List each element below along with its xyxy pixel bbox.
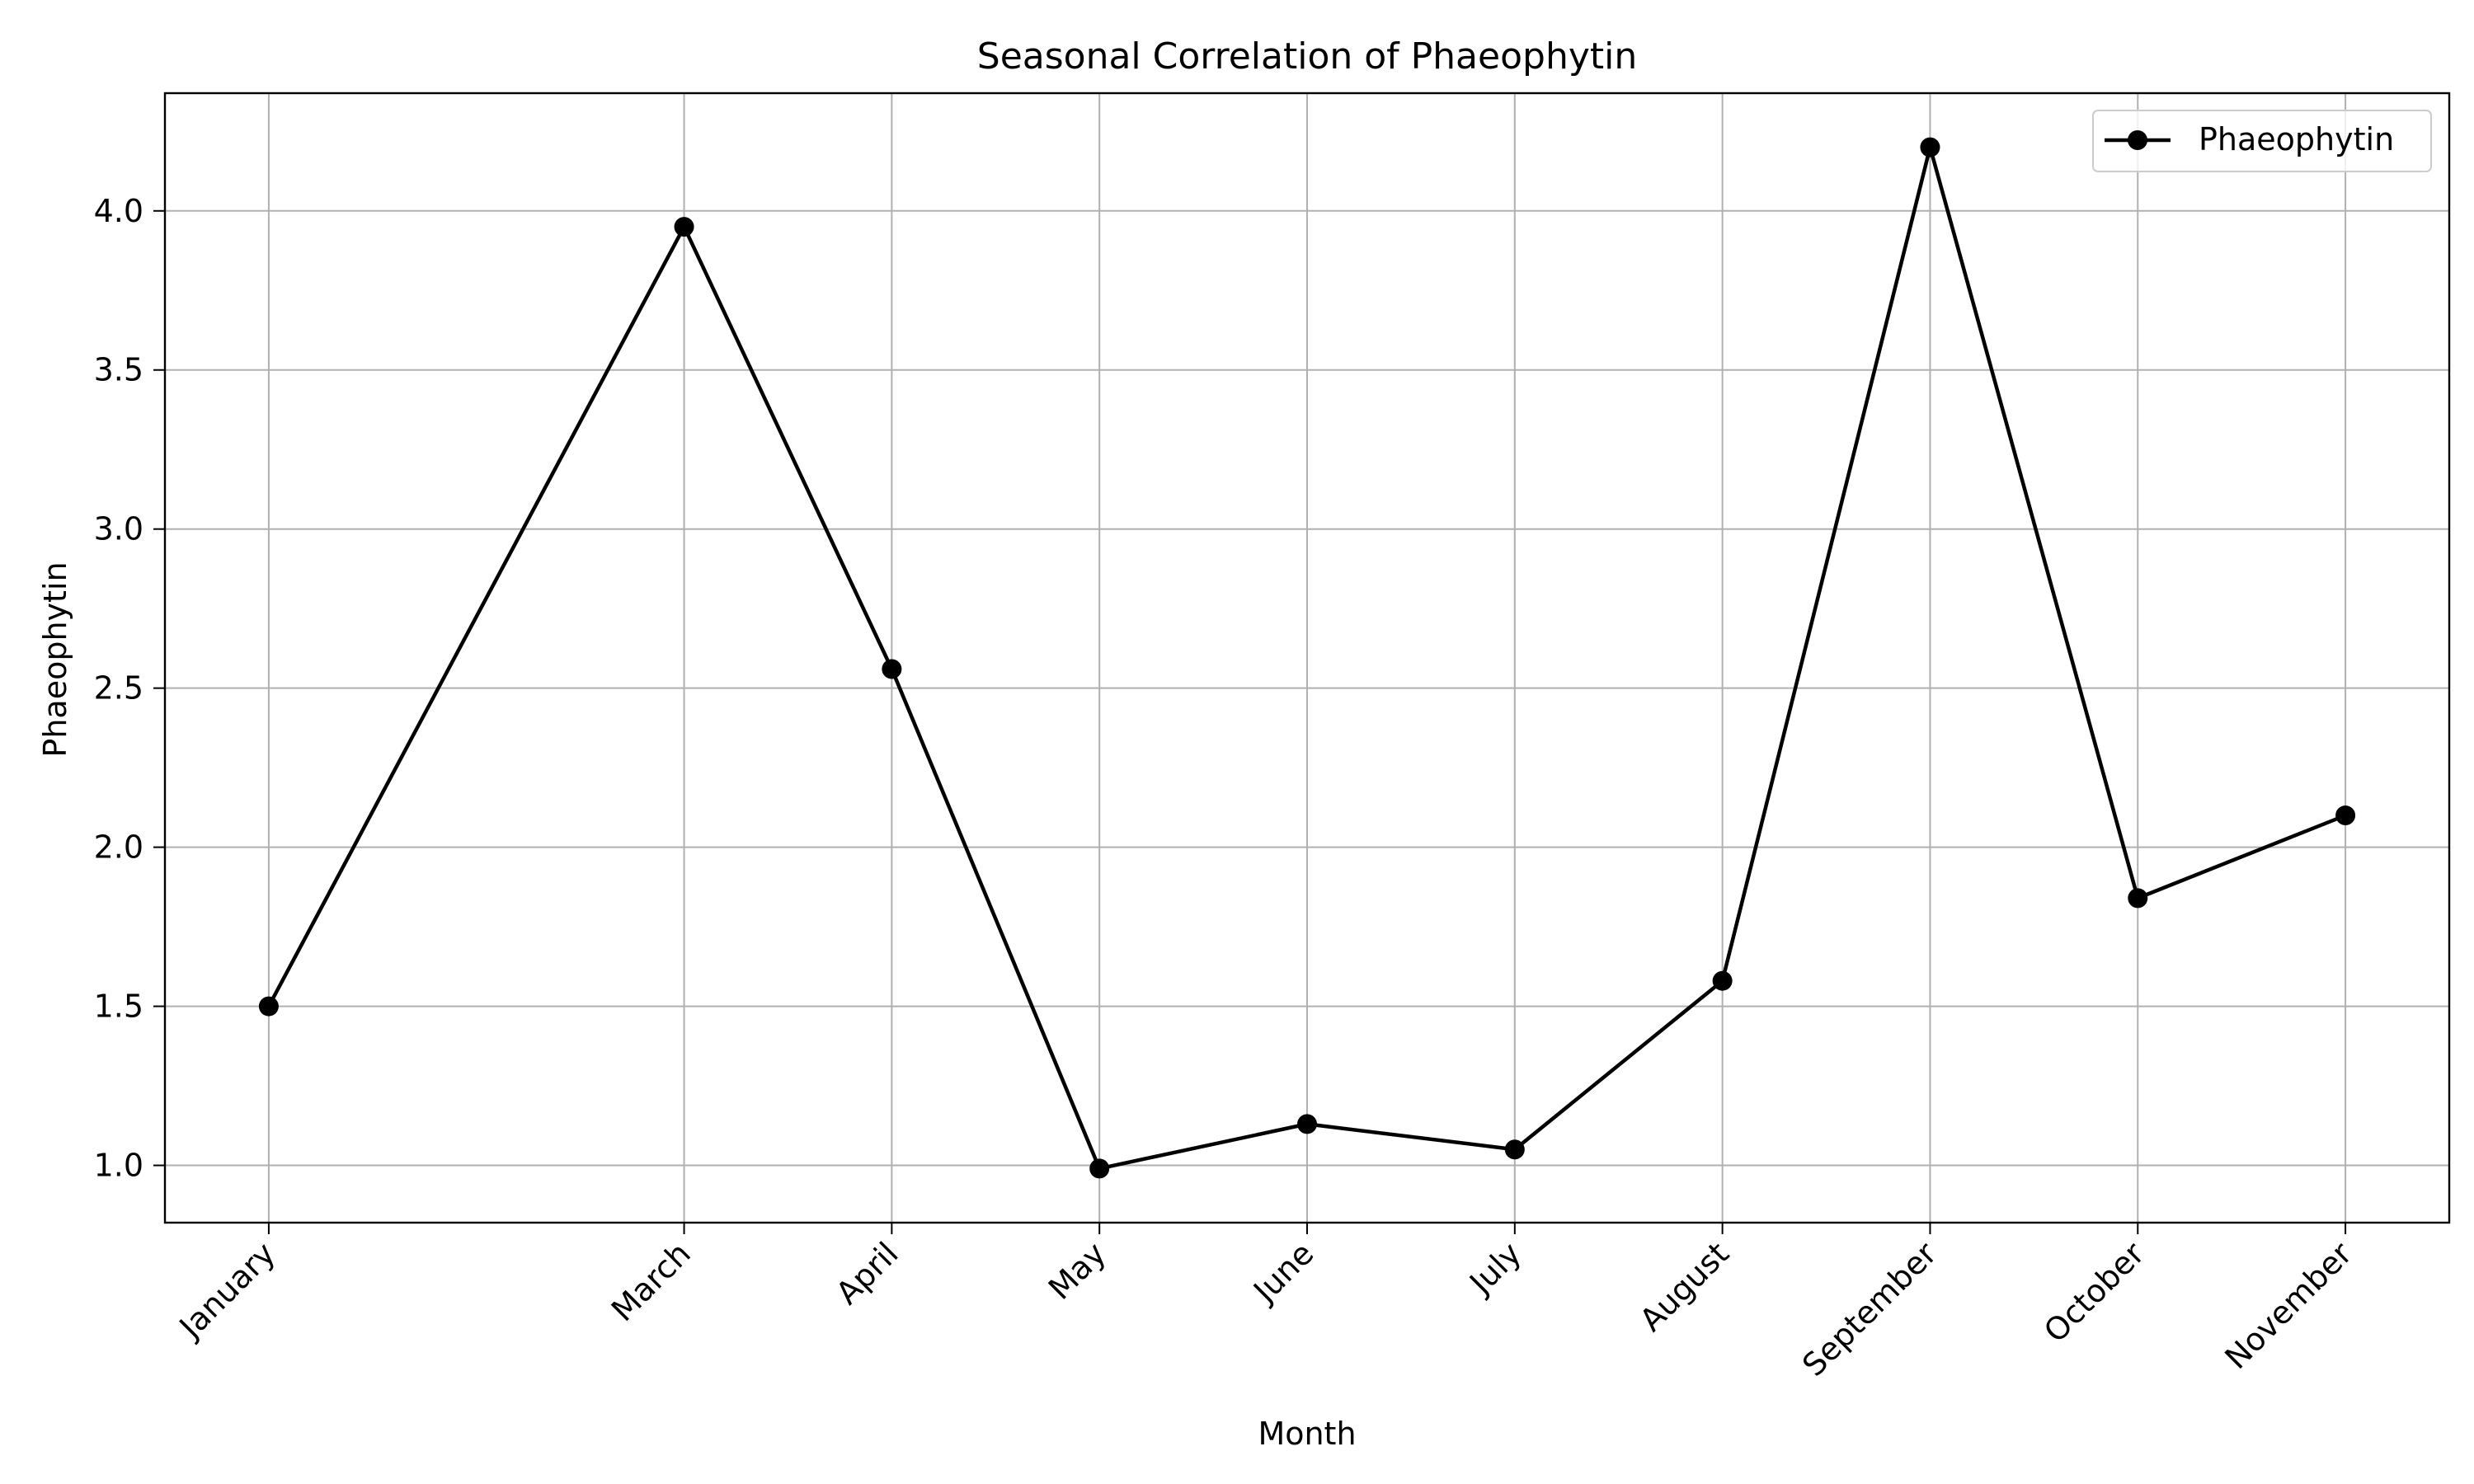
y-tick-label: 2.0 — [94, 829, 143, 866]
legend-marker-swatch — [2128, 130, 2147, 150]
x-axis-label: Month — [1258, 1416, 1356, 1452]
y-tick-label: 3.0 — [94, 511, 143, 547]
y-tick-label: 1.5 — [94, 989, 143, 1025]
data-point — [1297, 1114, 1317, 1134]
x-tick-label: June — [1245, 1235, 1320, 1310]
x-tick-label: November — [2218, 1235, 2359, 1376]
legend-entry-label: Phaeophytin — [2199, 121, 2394, 157]
data-point — [1089, 1158, 1110, 1179]
series-layer — [258, 137, 2356, 1179]
data-point — [2128, 888, 2148, 909]
x-tick-label: August — [1633, 1235, 1736, 1338]
data-point — [1920, 137, 1940, 157]
grid-layer — [165, 93, 2449, 1223]
data-point — [1712, 970, 1733, 991]
data-point — [674, 217, 694, 237]
plot-frame — [163, 92, 2451, 1224]
series-line — [266, 145, 2346, 1171]
y-axis-label: Phaeophytin — [37, 561, 73, 757]
legend: Phaeophytin — [2092, 110, 2432, 172]
x-tick-label: July — [1461, 1235, 1528, 1302]
x-tick-label: October — [2037, 1235, 2152, 1350]
y-tick-label: 3.5 — [94, 352, 143, 388]
legend-box — [2092, 110, 2432, 172]
chart-title: Seasonal Correlation of Phaeophytin — [977, 35, 1637, 77]
tick-layer: January March April May June July August Septem… — [94, 193, 2359, 1383]
data-point — [258, 996, 279, 1017]
y-tick-label: 2.5 — [94, 670, 143, 707]
y-tick-label: 1.0 — [94, 1148, 143, 1184]
data-point — [882, 659, 902, 679]
data-point — [2335, 805, 2356, 826]
x-tick-label: September — [1795, 1235, 1944, 1383]
y-tick-label: 4.0 — [94, 193, 143, 229]
data-point — [1504, 1139, 1525, 1160]
x-tick-label: April — [829, 1235, 905, 1312]
x-tick-label: January — [172, 1235, 282, 1345]
x-tick-label: March — [604, 1235, 698, 1328]
x-tick-label: May — [1042, 1235, 1113, 1307]
